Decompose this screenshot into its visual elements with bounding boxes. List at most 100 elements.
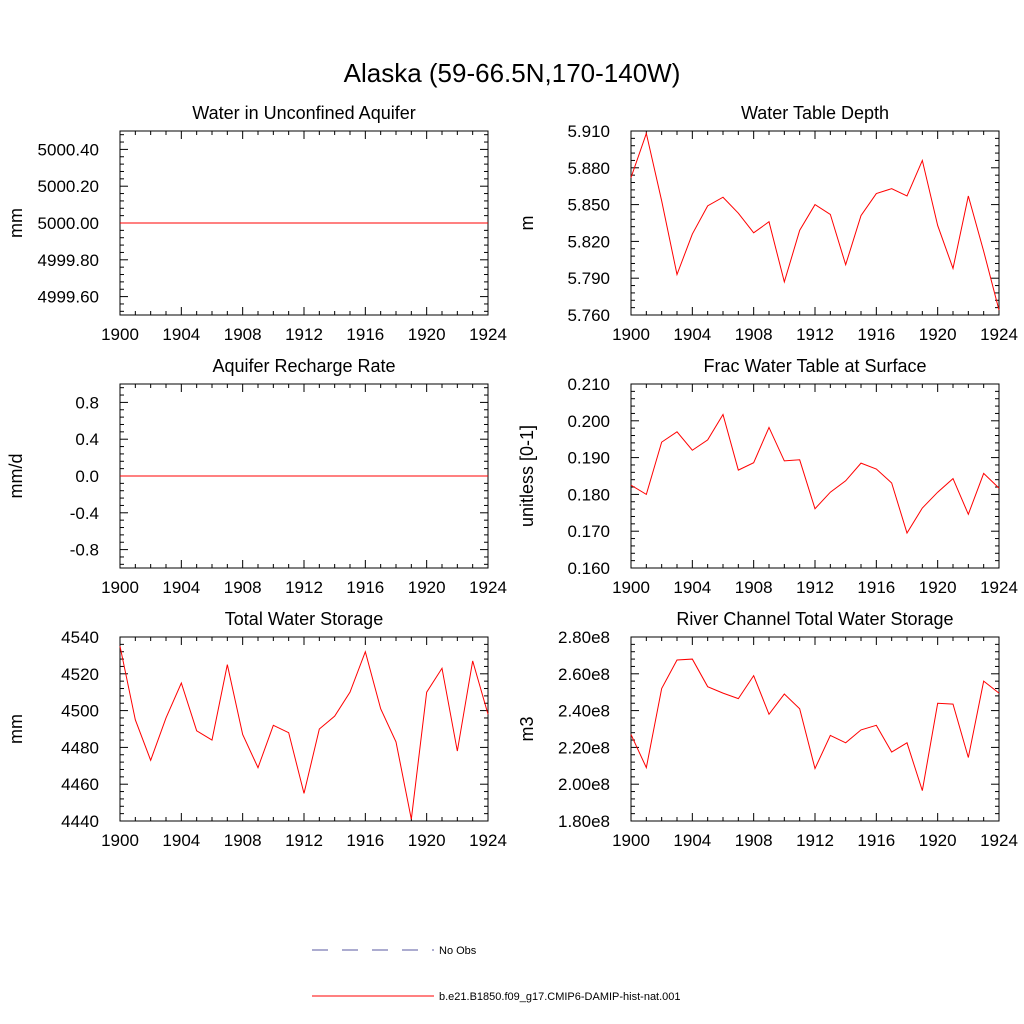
x-tick-label: 1912	[796, 578, 834, 597]
y-tick-label: 4500	[61, 702, 99, 721]
panel-title: River Channel Total Water Storage	[676, 609, 953, 629]
y-tick-label: 0.8	[75, 393, 99, 412]
y-tick-label: 5.760	[567, 306, 610, 325]
y-tick-label: 2.20e8	[558, 738, 610, 757]
panel-1: Water in Unconfined Aquifer mm 1900 1904 190…	[6, 103, 507, 344]
y-tick-label: 0.190	[567, 449, 610, 468]
y-tick-label: 2.80e8	[558, 628, 610, 647]
x-tick-label: 1912	[796, 325, 834, 344]
y-tick-label: 5000.40	[38, 140, 99, 159]
y-tick-label: 0.210	[567, 375, 610, 394]
x-tick-label: 1908	[735, 325, 773, 344]
series-line	[630, 413, 1000, 535]
x-tick-label: 1900	[612, 325, 650, 344]
x-tick-label: 1908	[224, 831, 262, 850]
panels: Water in Unconfined Aquifer mm 1900 1904 190…	[6, 103, 1018, 850]
x-tick-label: 1912	[285, 578, 323, 597]
y-tick-label: 5000.20	[38, 177, 99, 196]
x-tick-label: 1900	[101, 578, 139, 597]
x-tick-label: 1920	[919, 578, 957, 597]
x-tick-label: 1924	[469, 325, 507, 344]
series-line	[630, 658, 1000, 791]
y-tick-label: 2.40e8	[558, 702, 610, 721]
y-tick-label: 4520	[61, 665, 99, 684]
y-tick-label: 2.00e8	[558, 775, 610, 794]
panel-title: Water in Unconfined Aquifer	[192, 103, 415, 123]
plot-frame	[630, 636, 1000, 822]
panel-title: Frac Water Table at Surface	[703, 356, 926, 376]
legend-model-label: b.e21.B1850.f09_g17.CMIP6-DAMIP-hist-nat…	[439, 991, 681, 1003]
x-tick-label: 1908	[735, 578, 773, 597]
x-tick-label: 1924	[469, 578, 507, 597]
series-line	[119, 646, 489, 820]
panel-title: Total Water Storage	[225, 609, 383, 629]
x-tick-label: 1904	[673, 578, 711, 597]
y-tick-label: 5.820	[567, 232, 610, 251]
x-tick-label: 1916	[857, 325, 895, 344]
y-tick-label: 2.60e8	[558, 665, 610, 684]
y-tick-label: 4540	[61, 628, 99, 647]
y-tick-label: 4440	[61, 812, 99, 831]
y-axis-label: mm	[6, 714, 26, 744]
panel-3: Aquifer Recharge Rate mm/d 1900 1904 1908 191…	[6, 356, 507, 597]
y-tick-label: 0.0	[75, 467, 99, 486]
y-tick-label: 0.180	[567, 485, 610, 504]
y-tick-label: 0.200	[567, 412, 610, 431]
x-tick-label: 1904	[673, 325, 711, 344]
x-tick-label: 1916	[857, 831, 895, 850]
x-tick-label: 1924	[469, 831, 507, 850]
x-tick-label: 1924	[980, 578, 1018, 597]
y-tick-label: 4460	[61, 775, 99, 794]
y-axis-label: m	[517, 216, 537, 231]
y-tick-label: -0.8	[70, 541, 99, 560]
x-tick-label: 1912	[285, 325, 323, 344]
y-tick-label: -0.4	[70, 504, 99, 523]
y-tick-label: 5.880	[567, 159, 610, 178]
x-tick-label: 1916	[346, 578, 384, 597]
y-tick-label: 5.790	[567, 269, 610, 288]
series-line	[630, 131, 1000, 311]
x-tick-label: 1920	[408, 578, 446, 597]
y-axis-label: m3	[517, 716, 537, 741]
x-tick-label: 1920	[919, 831, 957, 850]
panel-title: Water Table Depth	[741, 103, 889, 123]
x-tick-label: 1920	[408, 325, 446, 344]
y-tick-label: 4999.60	[38, 288, 99, 307]
x-tick-label: 1904	[162, 831, 200, 850]
y-tick-label: 4999.80	[38, 251, 99, 270]
x-tick-label: 1900	[101, 325, 139, 344]
x-tick-label: 1908	[224, 325, 262, 344]
x-tick-label: 1916	[346, 325, 384, 344]
panel-5: Total Water Storage mm 1900 1904 1908 1912 191…	[6, 609, 507, 850]
panel-4: Frac Water Table at Surface unitless [0-1…	[517, 356, 1018, 597]
y-axis-label: unitless [0-1]	[517, 425, 537, 527]
x-tick-label: 1900	[612, 831, 650, 850]
y-tick-label: 5.910	[567, 122, 610, 141]
x-tick-label: 1912	[796, 831, 834, 850]
y-axis-label: mm/d	[6, 454, 26, 499]
panel-title: Aquifer Recharge Rate	[212, 356, 395, 376]
y-tick-label: 0.4	[75, 430, 99, 449]
y-tick-label: 0.170	[567, 522, 610, 541]
x-tick-label: 1916	[857, 578, 895, 597]
x-tick-label: 1904	[673, 831, 711, 850]
x-tick-label: 1916	[346, 831, 384, 850]
main-title: Alaska (59-66.5N,170-140W)	[344, 58, 681, 88]
y-tick-label: 5.850	[567, 196, 610, 215]
x-tick-label: 1904	[162, 325, 200, 344]
legend: No Obs b.e21.B1850.f09_g17.CMIP6-DAMIP-h…	[312, 945, 681, 1003]
x-tick-label: 1900	[612, 578, 650, 597]
y-tick-label: 1.80e8	[558, 812, 610, 831]
x-tick-label: 1924	[980, 831, 1018, 850]
x-tick-label: 1924	[980, 325, 1018, 344]
plot-frame	[630, 383, 1000, 569]
y-tick-label: 0.160	[567, 559, 610, 578]
x-tick-label: 1920	[919, 325, 957, 344]
legend-obs-label: No Obs	[439, 945, 477, 957]
y-tick-label: 5000.00	[38, 214, 99, 233]
x-tick-label: 1908	[224, 578, 262, 597]
y-tick-label: 4480	[61, 738, 99, 757]
x-tick-label: 1900	[101, 831, 139, 850]
